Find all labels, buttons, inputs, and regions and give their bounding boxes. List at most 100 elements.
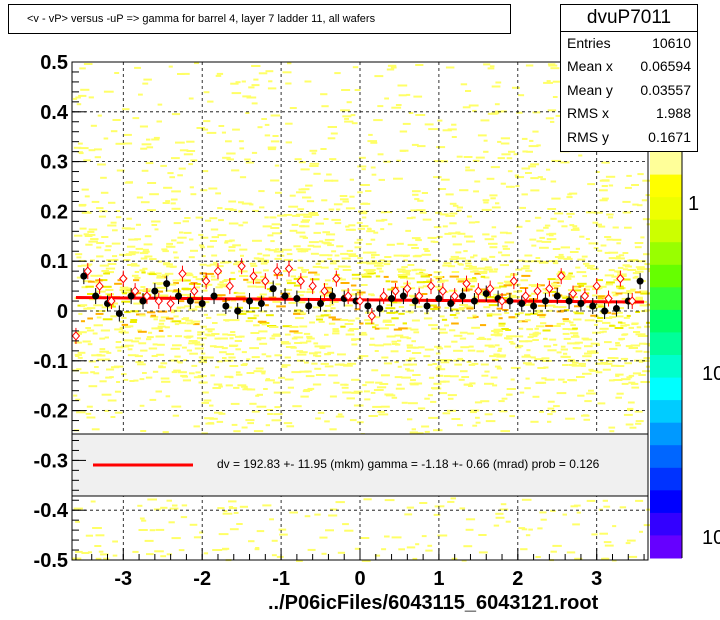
scatter-bin bbox=[152, 370, 159, 373]
scatter-bin bbox=[251, 356, 260, 359]
scatter-bin bbox=[604, 341, 612, 344]
scatter-bin bbox=[568, 192, 578, 195]
x-tick-label: 3 bbox=[591, 568, 602, 590]
scatter-bin bbox=[566, 196, 573, 199]
scatter-bin bbox=[646, 223, 653, 226]
scatter-bin bbox=[324, 179, 334, 182]
scatter-bin bbox=[449, 202, 457, 205]
scatter-bin bbox=[439, 315, 445, 318]
scatter-bin bbox=[211, 236, 219, 239]
scatter-bin bbox=[261, 118, 267, 120]
scatter-bin bbox=[128, 238, 138, 241]
scatter-bin bbox=[99, 264, 109, 267]
scatter-bin bbox=[367, 272, 376, 275]
scatter-bin bbox=[373, 389, 384, 391]
scatter-bin bbox=[398, 270, 405, 273]
scatter-bin bbox=[597, 249, 603, 252]
scatter-bin bbox=[314, 367, 322, 370]
scatter-bin bbox=[575, 266, 581, 269]
scatter-bin bbox=[596, 223, 602, 226]
scatter-bin bbox=[117, 349, 122, 352]
scatter-bin bbox=[495, 202, 500, 205]
scatter-bin bbox=[494, 103, 500, 106]
scatter-bin bbox=[223, 319, 232, 322]
scatter-bin bbox=[394, 311, 399, 314]
scatter-bin bbox=[468, 221, 476, 224]
scatter-bin bbox=[337, 265, 347, 268]
scatter-bin bbox=[259, 293, 267, 296]
scatter-bin bbox=[526, 150, 533, 153]
scatter-bin bbox=[111, 259, 116, 262]
scatter-bin bbox=[405, 368, 410, 371]
scatter-bin bbox=[620, 357, 629, 360]
scatter-bin bbox=[574, 557, 583, 560]
scatter-bin bbox=[539, 236, 545, 239]
scatter-bin bbox=[535, 309, 543, 312]
scatter-bin bbox=[444, 232, 452, 235]
scatter-bin bbox=[289, 194, 296, 197]
scatter-bin bbox=[222, 261, 232, 264]
scatter-bin bbox=[398, 94, 407, 97]
scatter-bin bbox=[534, 331, 539, 334]
scatter-bin bbox=[73, 97, 78, 100]
scatter-bin bbox=[327, 254, 333, 257]
scatter-bin bbox=[630, 344, 641, 347]
scatter-bin bbox=[442, 225, 448, 228]
scatter-bin bbox=[502, 297, 511, 299]
scatter-bin bbox=[597, 295, 605, 298]
scatter-bin bbox=[608, 216, 614, 219]
scatter-bin bbox=[92, 332, 98, 335]
scatter-bin bbox=[474, 272, 481, 275]
scatter-bin bbox=[81, 552, 90, 554]
scatter-bin bbox=[161, 380, 171, 383]
scatter-bin bbox=[307, 548, 316, 551]
scatter-bin bbox=[188, 256, 195, 259]
scatter-bin bbox=[609, 316, 616, 319]
data-point-filled bbox=[423, 302, 431, 310]
scatter-bin bbox=[311, 152, 317, 155]
scatter-bin bbox=[104, 409, 110, 412]
scatter-bin bbox=[514, 313, 520, 316]
scatter-bin bbox=[411, 319, 420, 322]
scatter-bin bbox=[527, 336, 534, 339]
scatter-bin bbox=[239, 147, 245, 150]
scatter-bin bbox=[582, 372, 592, 375]
scatter-bin bbox=[80, 88, 90, 91]
scatter-bin bbox=[356, 291, 366, 294]
data-point-open bbox=[249, 271, 258, 281]
scatter-bin bbox=[256, 337, 266, 340]
scatter-bin bbox=[582, 275, 587, 278]
scatter-bin bbox=[198, 381, 208, 384]
scatter-bin bbox=[286, 425, 295, 428]
scatter-bin bbox=[246, 96, 257, 99]
scatter-bin bbox=[360, 261, 370, 264]
scatter-bin bbox=[189, 186, 194, 189]
scatter-bin bbox=[515, 268, 523, 271]
scatter-bin bbox=[76, 368, 82, 371]
scatter-bin bbox=[523, 362, 532, 365]
scatter-bin bbox=[266, 288, 272, 291]
scatter-bin bbox=[591, 533, 598, 536]
scatter-bin bbox=[335, 501, 345, 504]
scatter-bin bbox=[499, 231, 508, 234]
scatter-bin bbox=[122, 292, 127, 295]
scatter-bin bbox=[464, 278, 472, 281]
scatter-bin bbox=[95, 312, 104, 315]
scatter-bin bbox=[327, 126, 337, 128]
scatter-bin bbox=[411, 216, 416, 219]
scatter-bin bbox=[243, 278, 249, 281]
scatter-bin bbox=[537, 314, 546, 317]
scatter-bin bbox=[437, 119, 443, 122]
scatter-bin bbox=[411, 340, 416, 343]
data-point-filled bbox=[470, 297, 478, 305]
y-tick-label: 0.4 bbox=[40, 102, 69, 124]
scatter-bin bbox=[546, 80, 551, 83]
scatter-bin bbox=[425, 549, 433, 552]
scatter-bin bbox=[472, 424, 478, 427]
scatter-bin bbox=[518, 327, 524, 330]
scatter-bin bbox=[476, 338, 487, 340]
scatter-bin bbox=[528, 145, 539, 148]
scatter-bin bbox=[369, 343, 376, 346]
scatter-bin bbox=[538, 261, 549, 264]
scatter-bin bbox=[463, 267, 473, 270]
